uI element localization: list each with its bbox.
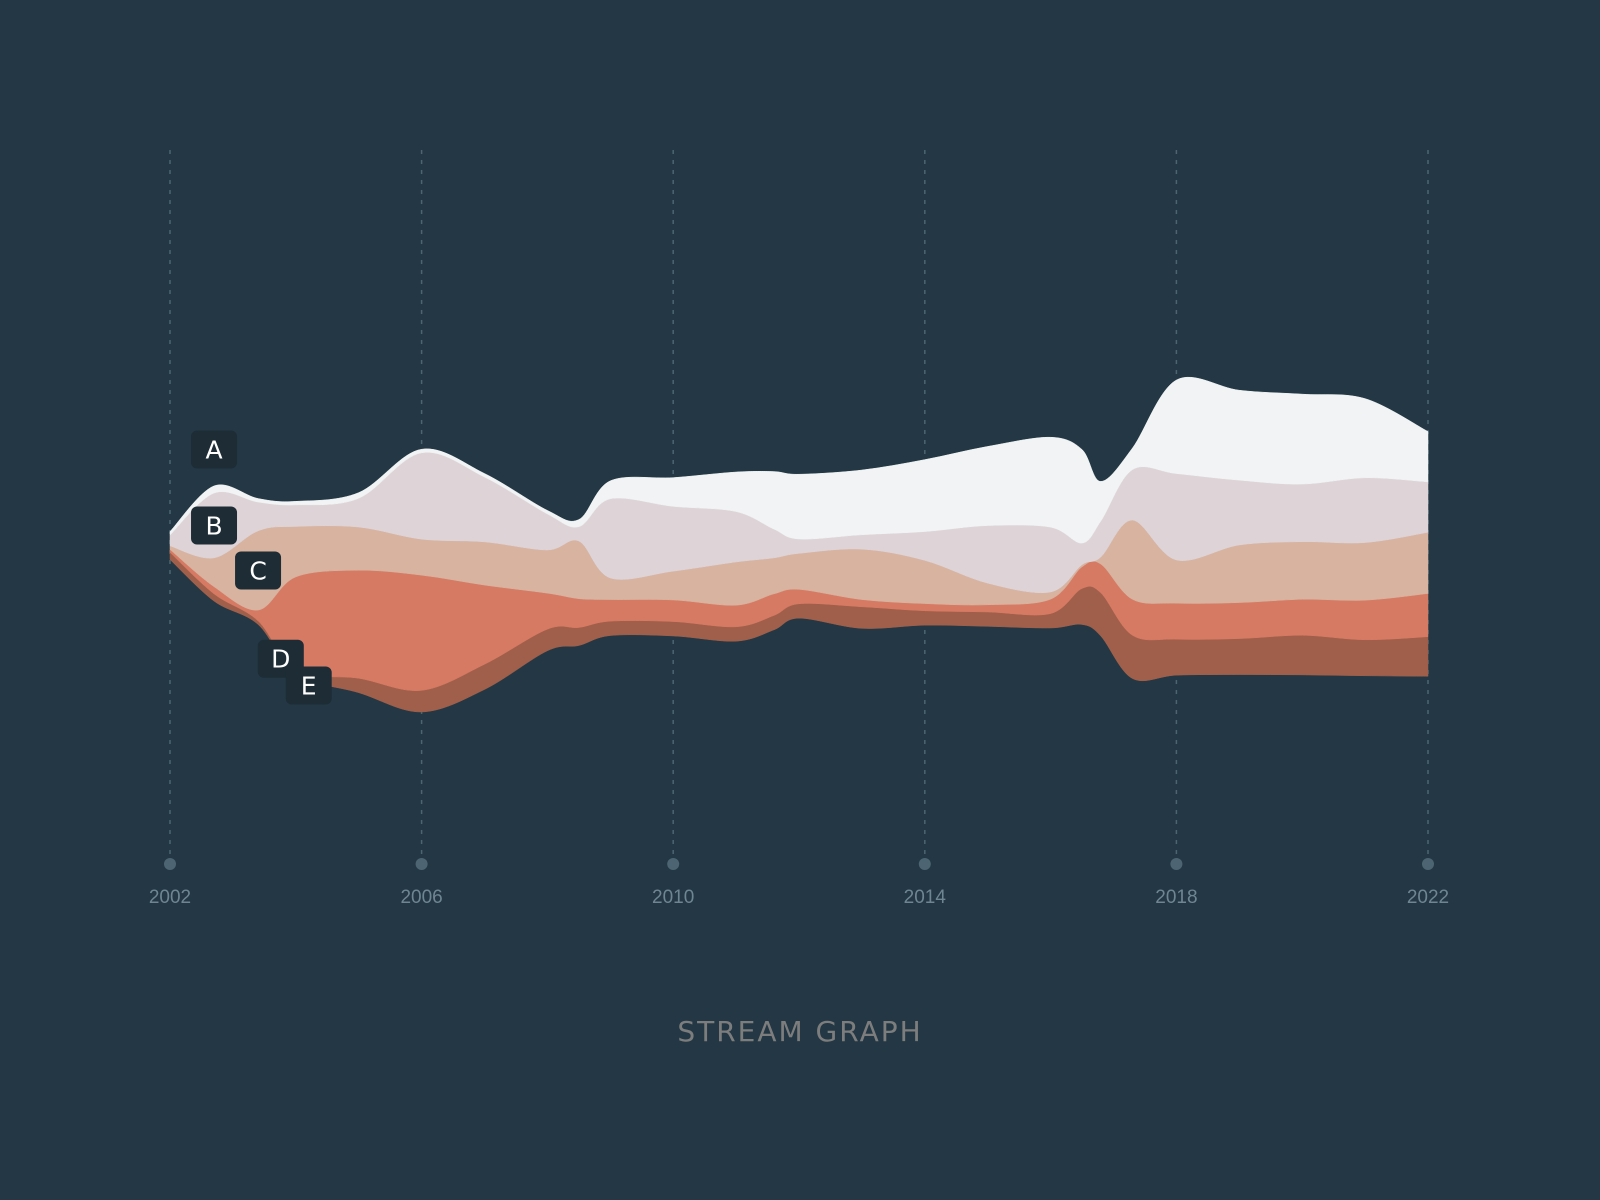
chart-title: STREAM GRAPH [677, 1015, 923, 1048]
axis-tick-dot-2018 [1170, 858, 1183, 870]
series-tag-box [285, 666, 332, 705]
series-tag-e: E [285, 666, 332, 705]
series-tag-label: D [271, 645, 290, 674]
series-tag-label: E [301, 672, 317, 701]
series-tag-box [191, 430, 238, 469]
axis-tick-dot-2006 [415, 858, 428, 870]
series-tag-box [235, 551, 282, 590]
axis-tick-dot-2010 [667, 858, 680, 870]
axis-tick-dot-2014 [918, 858, 931, 870]
series-labels: A BC DE [191, 430, 332, 705]
series-tag-c: C [235, 551, 282, 590]
x-tick-label-2014: 2014 [904, 887, 947, 908]
axis-tick-dot-2002 [164, 858, 176, 870]
series-tag-label: C [249, 556, 266, 585]
series-tag-label: A [205, 435, 222, 464]
series-tag-label: B [205, 511, 222, 540]
x-tick-label-2010: 2010 [652, 887, 694, 908]
x-tick-label-2018: 2018 [1155, 887, 1197, 908]
x-axis: 2002 2006 2010 2014 2018 2022 [149, 858, 1449, 908]
stream-layers [169, 376, 1429, 713]
series-tag-box [191, 506, 238, 545]
stream-layer-a [169, 376, 1429, 544]
series-tag-b: B [191, 506, 238, 545]
x-tick-label-2006: 2006 [400, 887, 442, 908]
x-tick-label-2002: 2002 [149, 887, 191, 908]
series-tag-a: A [191, 430, 238, 469]
x-tick-label-2022: 2022 [1407, 887, 1449, 908]
axis-tick-dot-2022 [1422, 858, 1434, 870]
